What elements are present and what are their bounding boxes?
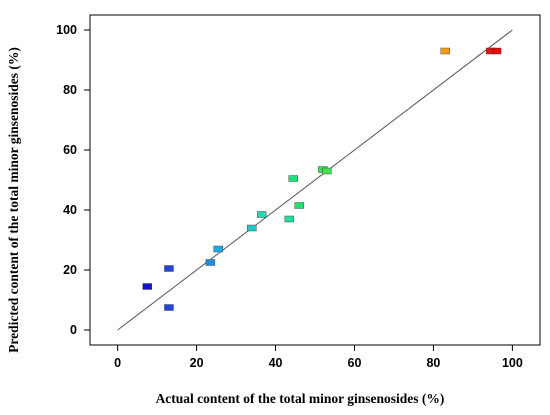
data-point-8 <box>288 175 298 182</box>
data-point-14 <box>491 47 502 55</box>
data-point-5 <box>247 224 257 232</box>
axis-ticks: 0 20 40 60 80 100 0 20 40 60 80 100 <box>56 23 523 370</box>
y-tick-label-1: 20 <box>63 263 77 277</box>
x-axis-title: Actual content of the total minor ginsen… <box>156 391 445 406</box>
data-points <box>142 47 502 311</box>
data-point-4 <box>213 245 223 253</box>
y-tick-label-0: 0 <box>70 323 77 337</box>
y-axis-title: Predicted content of the total minor gin… <box>6 47 21 353</box>
x-tick-label-1: 20 <box>190 356 204 370</box>
plot-frame <box>89 14 541 346</box>
x-tick-label-3: 60 <box>348 356 362 370</box>
y-tick-label-4: 80 <box>63 83 77 97</box>
data-point-7 <box>284 215 295 223</box>
y-tick-label-3: 60 <box>63 143 77 157</box>
data-point-2 <box>164 304 174 311</box>
data-point-9 <box>294 202 304 209</box>
y-tick-label-2: 40 <box>63 203 77 217</box>
x-tick-label-0: 0 <box>114 356 121 370</box>
x-tick-label-2: 40 <box>269 356 283 370</box>
data-point-12 <box>440 47 450 55</box>
data-point-0 <box>142 283 152 290</box>
x-tick-label-4: 80 <box>426 356 440 370</box>
data-point-11 <box>322 167 332 175</box>
y-tick-label-5: 100 <box>56 23 77 37</box>
fit-line <box>117 29 513 331</box>
x-tick-label-5: 100 <box>502 356 523 370</box>
data-point-1 <box>164 265 174 272</box>
data-point-6 <box>257 211 267 218</box>
data-point-3 <box>205 259 216 266</box>
